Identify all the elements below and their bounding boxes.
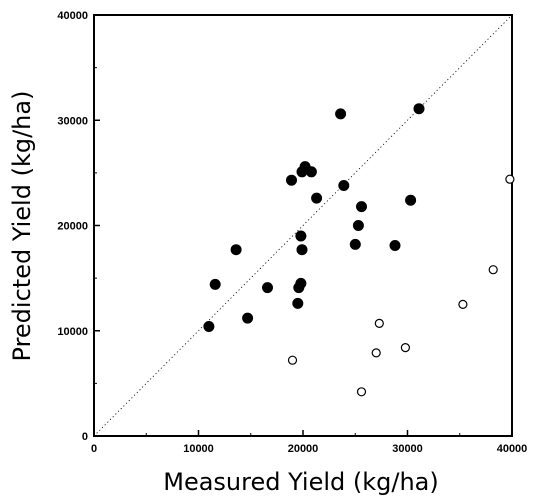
open-data-point xyxy=(371,348,381,358)
plot-area xyxy=(93,14,513,437)
y-axis-title: Predicted Yield (kg/ha) xyxy=(8,91,36,362)
open-data-point xyxy=(356,387,367,397)
filled-data-point xyxy=(295,277,307,289)
filled-data-point xyxy=(405,194,417,206)
filled-data-point xyxy=(352,220,364,231)
open-data-point xyxy=(374,318,384,328)
x-tick-label: 40000 xyxy=(497,443,528,455)
y-tick-label: 40000 xyxy=(57,10,88,22)
open-data-point xyxy=(488,265,498,275)
open-data-point xyxy=(400,343,410,353)
tick-labels: 0 10000 20000 30000 40000 0 10000 20000 30000 400… xyxy=(57,10,527,455)
one-to-one-line xyxy=(93,14,513,437)
filled-data-point xyxy=(413,103,425,115)
open-data-point xyxy=(505,174,515,184)
filled-data-point xyxy=(262,282,273,294)
filled-data-point xyxy=(389,240,401,251)
x-tick-label: 10000 xyxy=(183,443,214,455)
filled-data-point xyxy=(311,192,323,204)
filled-data-point xyxy=(338,180,350,191)
filled-data-point xyxy=(203,321,215,332)
filled-data-point xyxy=(230,244,242,256)
y-tick-label: 30000 xyxy=(57,115,88,127)
x-tick-label: 0 xyxy=(91,443,97,455)
y-tick-label: 10000 xyxy=(57,326,88,338)
filled-data-point xyxy=(356,201,367,213)
filled-data-point xyxy=(292,297,304,309)
x-axis-title: Measured Yield (kg/ha) xyxy=(163,468,439,496)
filled-data-point xyxy=(296,244,308,256)
open-data-point xyxy=(458,299,468,309)
x-tick-label: 20000 xyxy=(288,443,319,455)
open-data-point xyxy=(287,355,298,365)
filled-data-point xyxy=(295,230,307,242)
y-tick-label: 20000 xyxy=(57,221,88,233)
x-tick-label: 30000 xyxy=(392,443,423,455)
filled-data-point xyxy=(349,238,361,250)
filled-data-point xyxy=(286,174,297,186)
filled-data-point xyxy=(335,108,347,120)
data-points xyxy=(203,103,515,397)
filled-data-point xyxy=(242,312,254,324)
y-tick-label: 0 xyxy=(82,431,88,443)
filled-data-point xyxy=(305,166,317,178)
filled-data-point xyxy=(209,278,221,290)
